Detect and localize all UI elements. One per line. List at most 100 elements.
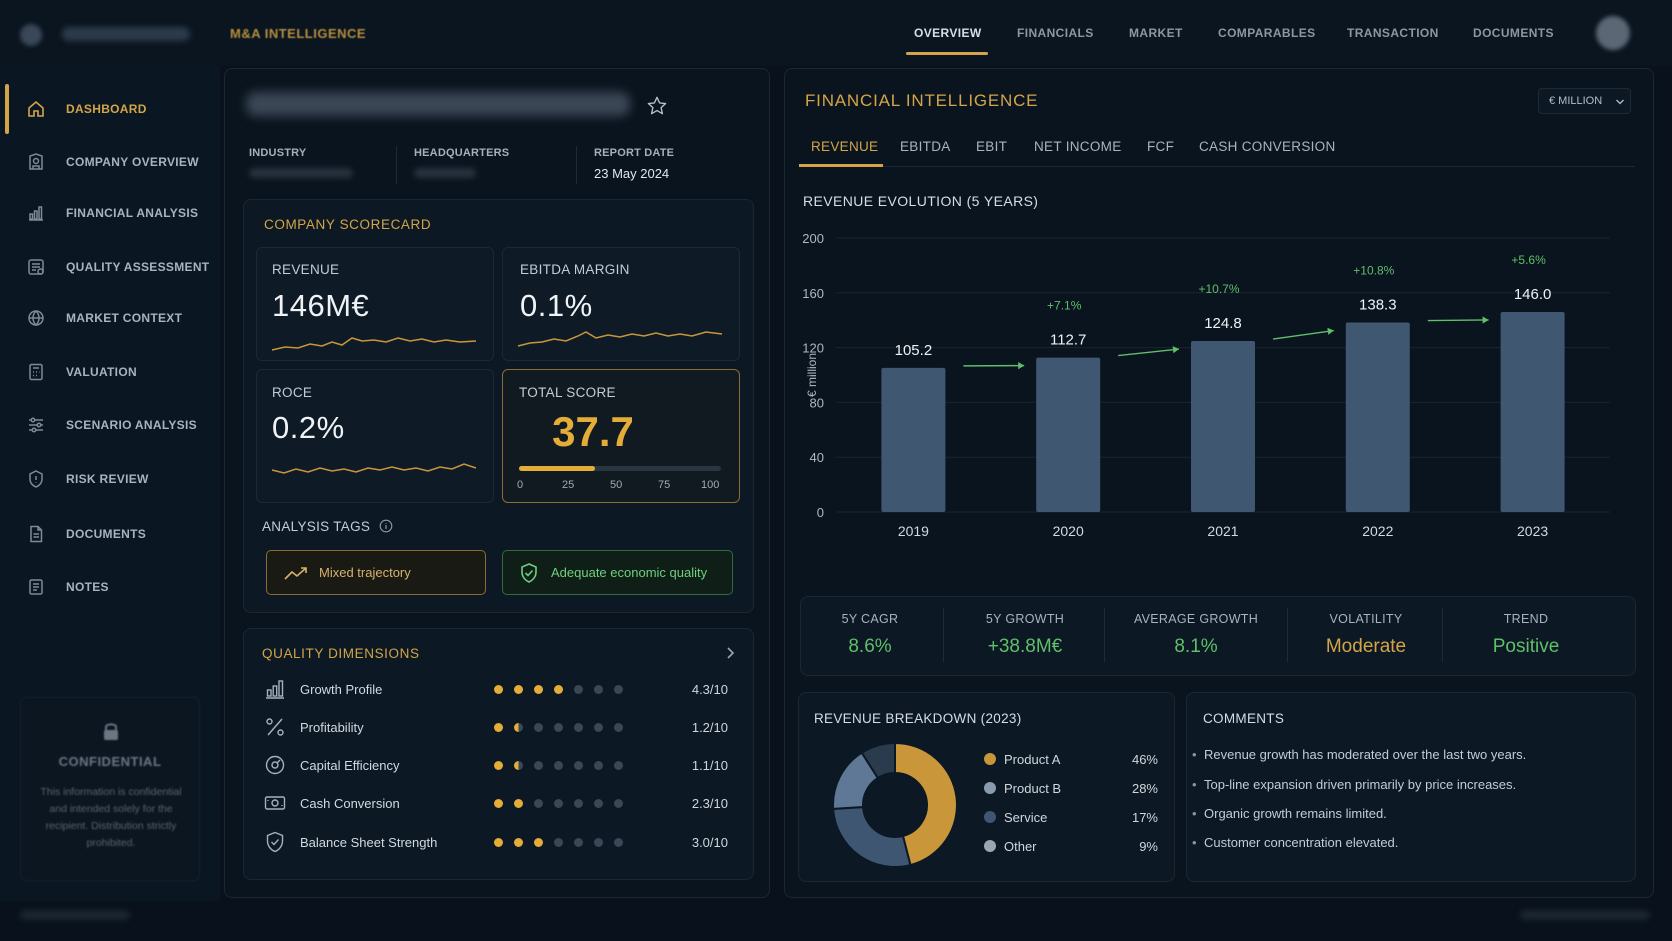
bar-value-label: 112.7 — [1050, 332, 1086, 349]
sidebar-item-label: DASHBOARD — [66, 102, 147, 116]
tab-ebitda[interactable]: EBITDA — [900, 139, 951, 154]
growth-label: +10.8% — [1353, 264, 1394, 278]
score-tick: 50 — [610, 479, 623, 491]
quality-name: Cash Conversion — [300, 796, 400, 811]
nav-transaction[interactable]: TRANSACTION — [1347, 26, 1439, 40]
analysis-tags-title: ANALYSIS TAGS — [262, 519, 371, 534]
nav-comparables[interactable]: COMPARABLES — [1218, 26, 1316, 40]
sidebar-item-company-overview[interactable]: COMPANY OVERVIEW — [0, 142, 218, 182]
donut-slice-product-a — [894, 741, 958, 867]
legend-swatch — [984, 753, 996, 765]
sliders-icon — [26, 415, 46, 435]
roce-card[interactable] — [256, 369, 494, 503]
comment-item: Top-line expansion driven primarily by p… — [1192, 777, 1516, 792]
rating-dot — [574, 838, 583, 847]
nav-documents[interactable]: DOCUMENTS — [1473, 26, 1554, 40]
quality-dots — [494, 761, 623, 770]
chart-title: REVENUE EVOLUTION (5 YEARS) — [803, 193, 1039, 209]
roce-value: 0.2% — [272, 410, 345, 445]
info-icon[interactable] — [379, 519, 393, 533]
home-icon — [26, 99, 46, 119]
tag-label: Mixed trajectory — [319, 565, 411, 580]
company-name-blurred — [246, 92, 630, 116]
tag-adequate-economic-quality[interactable]: Adequate economic quality — [502, 550, 733, 595]
tab-cash-conversion[interactable]: CASH CONVERSION — [1199, 139, 1336, 154]
legend-name: Other — [1004, 839, 1037, 854]
tab-revenue[interactable]: REVENUE — [811, 139, 879, 154]
sidebar-item-financial-analysis[interactable]: FINANCIAL ANALYSIS — [0, 193, 218, 233]
breakdown-title: REVENUE BREAKDOWN (2023) — [814, 711, 1022, 726]
bar-value-label: 138.3 — [1359, 297, 1397, 314]
roce-sparkline — [271, 463, 477, 474]
nav-financials[interactable]: FINANCIALS — [1017, 26, 1094, 40]
sidebar-item-market-context[interactable]: MARKET CONTEXT — [0, 298, 218, 338]
brand-title: M&A INTELLIGENCE — [230, 26, 367, 41]
avatar[interactable] — [1596, 16, 1630, 50]
y-tick-label: 80 — [810, 395, 824, 410]
rating-dot — [554, 799, 563, 808]
nav-market[interactable]: MARKET — [1129, 26, 1183, 40]
stat-label: AVERAGE GROWTH — [1133, 612, 1259, 626]
revenue-card[interactable] — [256, 247, 494, 361]
rating-dot — [534, 723, 543, 732]
sidebar-item-notes[interactable]: NOTES — [0, 567, 218, 607]
sidebar-item-label: VALUATION — [66, 365, 137, 379]
y-tick-label: 0 — [817, 505, 824, 520]
sidebar-item-valuation[interactable]: VALUATION — [0, 352, 218, 392]
x-tick-label: 2022 — [1362, 523, 1393, 539]
stat-label: VOLATILITY — [1329, 612, 1403, 626]
rating-dot — [554, 838, 563, 847]
rating-dot — [494, 685, 503, 694]
footer-blurred — [1520, 910, 1650, 920]
tab-net-income[interactable]: NET INCOME — [1034, 139, 1122, 154]
tag-mixed-trajectory[interactable]: Mixed trajectory — [266, 550, 486, 595]
notes-icon — [26, 577, 46, 597]
logo-icon — [20, 24, 42, 46]
stat-label: 5Y GROWTH — [985, 612, 1065, 626]
nav-active-indicator — [906, 52, 988, 55]
star-icon[interactable] — [646, 95, 668, 117]
score-tick: 0 — [517, 479, 524, 491]
stat-value: Positive — [1492, 636, 1560, 657]
ebitda-margin-label: EBITDA MARGIN — [520, 262, 630, 277]
bar-2023 — [1500, 311, 1565, 512]
rating-dot — [574, 761, 583, 770]
revenue-value: 146M€ — [272, 288, 370, 323]
rating-dot — [594, 685, 603, 694]
tab-ebit[interactable]: EBIT — [976, 139, 1008, 154]
chevron-right-icon[interactable] — [724, 646, 736, 660]
x-tick-label: 2019 — [898, 523, 929, 539]
sidebar-item-documents[interactable]: DOCUMENTS — [0, 514, 218, 554]
sidebar-item-scenario-analysis[interactable]: SCENARIO ANALYSIS — [0, 405, 218, 445]
stat-trend: TREND Positive — [1476, 612, 1576, 658]
quality-row-profitability: Profitability 1.2/10 — [262, 713, 728, 741]
rating-dot — [494, 799, 503, 808]
footer-blurred — [20, 910, 130, 920]
rating-dot — [534, 685, 543, 694]
sidebar-item-risk-review[interactable]: RISK REVIEW — [0, 459, 218, 499]
quality-row-growth-profile: Growth Profile 4.3/10 — [262, 675, 728, 703]
score-progress-fill — [519, 466, 596, 471]
financial-intelligence-title: FINANCIAL INTELLIGENCE — [805, 91, 1039, 110]
checklist-icon — [26, 257, 46, 277]
growth-arrowhead — [1327, 327, 1334, 335]
headquarters-value-blurred — [414, 168, 476, 178]
tab-fcf[interactable]: FCF — [1147, 139, 1175, 154]
building-icon — [26, 152, 46, 172]
score-tick: 25 — [562, 479, 575, 491]
shield-alert-icon — [26, 469, 46, 489]
sidebar-item-quality-assessment[interactable]: QUALITY ASSESSMENT — [0, 247, 218, 287]
sidebar-item-dashboard[interactable]: DASHBOARD — [0, 89, 218, 129]
revenue-chart: 0 40 80 120 160 200 € million 105.2 2019 112.7 202… — [802, 231, 1610, 539]
nav-overview[interactable]: OVERVIEW — [914, 26, 982, 40]
quality-row-capital-efficiency: Capital Efficiency 1.1/10 — [262, 751, 728, 779]
unit-select-value: € MILLION — [1549, 95, 1603, 107]
legend-pct: 46% — [1131, 752, 1158, 767]
unit-select[interactable]: € MILLION — [1538, 88, 1631, 114]
divider — [1442, 608, 1443, 662]
y-tick-label: 160 — [802, 286, 824, 301]
legend-pct: 28% — [1131, 781, 1158, 796]
top-bar: M&A INTELLIGENCE OVERVIEW FINANCIALS MAR… — [0, 0, 1672, 66]
rating-dot — [614, 761, 623, 770]
total-score-card[interactable] — [502, 369, 740, 503]
